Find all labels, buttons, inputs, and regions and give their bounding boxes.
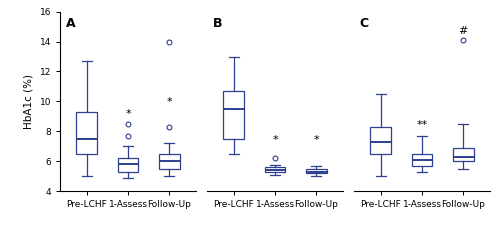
PathPatch shape	[412, 154, 432, 166]
PathPatch shape	[306, 169, 326, 173]
Text: *: *	[166, 97, 172, 107]
Text: A: A	[66, 17, 75, 30]
Text: C: C	[360, 17, 368, 30]
PathPatch shape	[453, 148, 473, 161]
PathPatch shape	[159, 154, 180, 169]
PathPatch shape	[264, 167, 285, 172]
PathPatch shape	[118, 158, 139, 172]
Text: B: B	[212, 17, 222, 30]
Text: **: **	[416, 120, 428, 130]
PathPatch shape	[370, 127, 391, 154]
Text: *: *	[272, 135, 278, 145]
PathPatch shape	[76, 112, 97, 154]
Y-axis label: HbA1c (%): HbA1c (%)	[24, 74, 34, 129]
PathPatch shape	[224, 91, 244, 139]
Text: #: #	[458, 26, 468, 36]
Text: *: *	[125, 109, 131, 119]
Text: *: *	[314, 135, 319, 145]
